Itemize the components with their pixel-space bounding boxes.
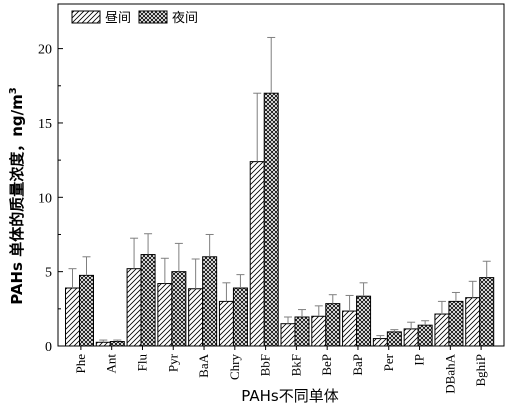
x-tick-label-phe: Phe	[73, 354, 88, 374]
bar-night-bbf	[263, 92, 279, 347]
x-tick-label-flu: Flu	[134, 354, 149, 372]
bar-night-baa	[202, 256, 218, 347]
bar-night-flu	[140, 254, 156, 347]
y-axis-title-group: PAHs 单体的质量浓度，ng/m3	[8, 87, 26, 304]
y-tick-label-20: 20	[38, 43, 52, 58]
legend: 昼间 夜间	[71, 10, 198, 26]
bar-day-dbaha	[434, 313, 450, 347]
x-axis-title: PAHs不同单体	[241, 387, 338, 405]
y-axis-title: PAHs 单体的质量浓度，ng/m3	[8, 87, 26, 304]
bar-day-baa	[188, 288, 204, 347]
x-tick-label-bap: BaP	[350, 354, 365, 376]
plot-area	[65, 36, 495, 347]
bar-night-bap	[356, 295, 372, 347]
y-tick-label-0: 0	[45, 340, 52, 355]
bar-day-chry	[218, 300, 234, 347]
x-tick-label-dbaha: DBahA	[442, 353, 457, 393]
x-tick-label-bghip: BghiP	[473, 354, 488, 387]
bar-night-per	[386, 331, 402, 347]
bar-day-ip	[403, 328, 419, 347]
bar-day-pyr	[157, 283, 173, 347]
x-tick-label-ant: Ant	[104, 354, 119, 374]
plot-frame	[57, 3, 505, 347]
bar-day-phe	[65, 287, 80, 347]
legend-swatch-night	[138, 10, 168, 24]
bar-day-bep	[311, 315, 327, 347]
bar-day-per	[372, 338, 388, 347]
bar-night-bep	[325, 303, 341, 347]
bar-night-pyr	[171, 271, 187, 347]
y-axis-ticks: 0 5 10 15 20	[38, 43, 482, 355]
x-tick-label-pyr: Pyr	[165, 353, 180, 372]
legend-swatch-day	[71, 10, 101, 24]
bar-night-bghip	[479, 277, 495, 347]
x-tick-label-bkf: BkF	[288, 354, 303, 376]
bar-day-bghip	[465, 297, 481, 347]
x-tick-label-per: Per	[381, 353, 396, 371]
bar-day-bap	[342, 310, 358, 347]
bar-night-ant	[109, 341, 125, 347]
x-tick-label-bbf: BbF	[258, 354, 273, 376]
legend-label-night: 夜间	[172, 11, 198, 26]
bar-night-chry	[232, 287, 248, 347]
bar-night-bkf	[294, 316, 310, 347]
x-tick-label-ip: IP	[412, 354, 427, 366]
x-tick-label-baa: BaA	[196, 353, 211, 377]
bar-day-bbf	[249, 161, 265, 347]
legend-label-day: 昼间	[105, 11, 131, 26]
bar-day-flu	[126, 268, 142, 347]
bar-day-bkf	[280, 323, 296, 347]
x-tick-label-chry: Chry	[227, 354, 242, 381]
bar-day-ant	[95, 341, 111, 347]
x-axis-tick-labels: Phe Ant Flu Pyr BaA Chry BbF BkF BeP BaP Per IP DBah…	[73, 353, 488, 393]
bar-night-phe	[79, 274, 94, 347]
y-tick-label-15: 15	[38, 117, 52, 132]
bar-night-dbaha	[448, 300, 464, 347]
x-tick-label-bep: BeP	[319, 354, 334, 376]
y-tick-label-10: 10	[38, 191, 52, 206]
bar-night-ip	[417, 324, 433, 347]
y-axis-title-superscript: 3	[8, 87, 19, 94]
y-tick-label-5: 5	[45, 266, 52, 281]
